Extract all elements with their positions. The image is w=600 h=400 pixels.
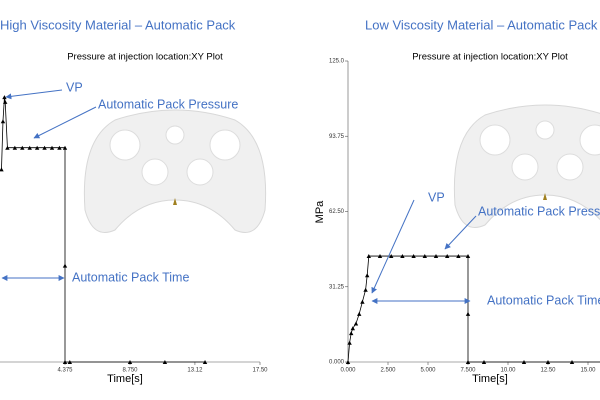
y-tick-label: 93.75 (329, 134, 345, 140)
data-point (363, 287, 368, 292)
data-point (377, 254, 383, 259)
data-point (345, 360, 351, 364)
y-tick-label: 31.25 (329, 284, 345, 290)
data-point (27, 145, 32, 150)
data-point (456, 254, 461, 259)
x-tick-label: 10.00 (500, 368, 516, 374)
x-axis-label: Time[s] (472, 373, 508, 385)
x-tick-label: 5.000 (420, 368, 436, 374)
data-point (445, 254, 450, 259)
pressure-line (347, 255, 600, 363)
data-point (49, 145, 55, 150)
x-tick-label: 0.000 (340, 368, 356, 374)
controller-image (83, 109, 267, 233)
data-point (465, 311, 471, 316)
data-point (2, 95, 7, 100)
data-point (347, 340, 352, 345)
chart-title: High Viscosity Material – Automatic Pack (0, 17, 236, 32)
data-point (57, 145, 62, 150)
data-point (360, 299, 365, 304)
data-point (62, 263, 68, 268)
data-point (127, 360, 133, 364)
data-point (62, 360, 68, 364)
annotation: VP (66, 80, 83, 94)
data-point (42, 145, 47, 150)
y-axis-label: MPa (314, 200, 326, 224)
data-point (202, 360, 208, 364)
data-point (353, 321, 359, 326)
chart-subtitle: Pressure at injection location:XY Plot (67, 52, 223, 63)
x-tick-label: 15.00 (580, 368, 596, 374)
annotation-arrow (444, 215, 477, 250)
x-tick-label: 12.50 (540, 368, 556, 374)
data-point (545, 360, 551, 364)
data-point (569, 360, 575, 364)
data-point (34, 145, 40, 150)
x-tick-label: 2.500 (380, 368, 396, 374)
annotation: VP (428, 190, 445, 204)
y-tick-label: 125.0 (329, 59, 345, 65)
x-tick-label: 7.500 (460, 368, 476, 374)
data-point (465, 254, 471, 259)
data-point (481, 360, 487, 364)
data-point (422, 254, 427, 259)
annotation-arrow (371, 199, 415, 294)
x-tick-label: 17.50 (252, 368, 268, 374)
data-point (433, 254, 439, 259)
annotation: Automatic Pack Time (72, 270, 189, 284)
data-point (0, 119, 6, 124)
charts: High Viscosity Material – Automatic Pack… (0, 17, 600, 385)
data-point (365, 273, 370, 278)
data-point (350, 326, 355, 331)
annotation-arrow (33, 106, 97, 139)
data-point (20, 145, 25, 150)
data-point (521, 360, 527, 364)
chart-title: Low Viscosity Material – Automatic Pack (365, 17, 598, 32)
y-tick-label: 0.000 (329, 360, 345, 366)
y-tick-label: 62.50 (329, 209, 345, 215)
data-point (3, 99, 8, 104)
x-tick-label: 8.750 (122, 368, 138, 374)
data-point (349, 331, 354, 336)
annotation: Automatic Pack Pressure (478, 204, 600, 218)
annotation: Automatic Pack Time (487, 293, 600, 307)
data-point (12, 145, 18, 150)
x-axis-label: Time[s] (107, 373, 143, 385)
data-point (366, 254, 371, 259)
data-point (62, 145, 68, 150)
x-tick-label: 4.375 (57, 368, 73, 374)
x-tick-label: 13.12 (187, 368, 203, 374)
data-point (400, 254, 405, 259)
data-point (162, 360, 168, 364)
data-point (465, 360, 471, 364)
data-point (411, 254, 416, 259)
data-point (67, 360, 73, 364)
chart-subtitle: Pressure at injection location:XY Plot (412, 52, 568, 63)
annotation: Automatic Pack Pressure (98, 97, 238, 111)
data-point (389, 254, 394, 259)
data-point (0, 167, 4, 172)
data-point (5, 145, 10, 150)
data-point (357, 311, 362, 316)
annotation-arrow (5, 89, 63, 100)
